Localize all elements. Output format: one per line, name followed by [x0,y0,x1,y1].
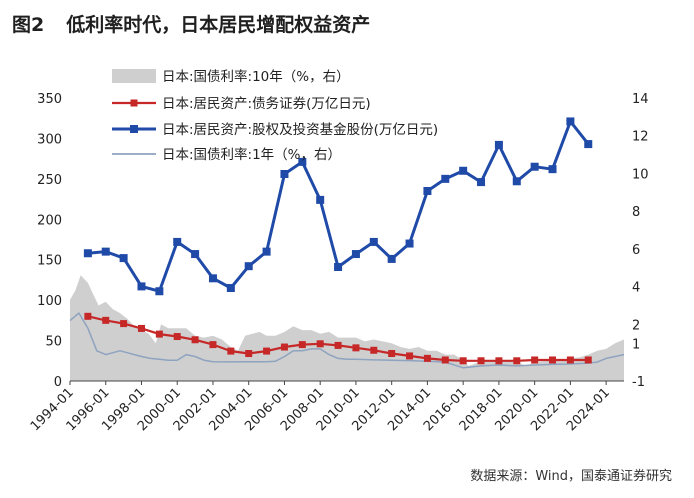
legend-label: 日本:居民资产:股权及投资基金股份(万亿日元) [162,121,438,138]
equity-point [494,140,503,149]
debt-point [423,354,431,362]
legend-marker-debt [130,99,138,107]
legend-marker-equity [130,125,138,133]
equity-point [405,239,414,248]
debt-point [531,356,539,364]
debt-point [191,336,199,344]
debt-point [441,356,449,364]
debt-point [549,356,557,364]
debt-point [334,341,342,349]
equity-point [101,247,110,256]
debt-point [316,340,324,348]
equity-point [226,284,235,293]
debt-point [298,341,306,349]
equity-point [137,282,146,291]
debt-point [495,357,503,365]
y-left-tick-label: 350 [37,92,62,107]
y-left-tick-label: 200 [37,213,62,228]
debt-point [477,357,485,365]
debt-point [84,312,92,320]
equity-point [173,237,182,246]
equity-point [387,254,396,263]
y-right-tick-label: 1 [632,337,640,352]
equity-point [512,177,521,186]
legend-label: 日本:国债利率:1年（%，右） [162,146,341,163]
debt-point [584,356,592,364]
debt-point [513,357,521,365]
equity-point [316,195,325,204]
equity-point [530,162,539,171]
equity-point [262,247,271,256]
equity-point [423,186,432,195]
debt-point [102,316,110,324]
equity-point [244,262,253,271]
equity-point [119,254,128,263]
equity-point [208,274,217,283]
y-right-tick-label: 4 [632,281,640,296]
debt-point [227,347,235,355]
y-right-tick-label: 14 [632,92,649,107]
y-right-tick-label: 8 [632,205,640,220]
legend-label: 日本:居民资产:债务证券(万亿日元) [162,96,371,112]
equity-point [334,262,343,271]
data-source: 数据来源：Wind，国泰通证券研究 [470,469,672,484]
y-left-tick-label: 0 [54,375,62,390]
debt-point [370,346,378,354]
equity-point [459,166,468,175]
y-right-tick-label: 10 [632,167,649,182]
y-left-tick-label: 250 [37,173,62,188]
debt-point [245,350,253,358]
equity-point [477,178,486,187]
debt-point [209,341,217,349]
debt-point [137,324,145,332]
chart-title: 图2 低利率时代，日本居民增配权益资产 [12,10,370,37]
equity-point [369,237,378,246]
figure-number: 图2 [12,14,45,36]
y-right-tick-label: -1 [632,375,645,390]
debt-point [352,344,360,352]
equity-point [280,170,289,179]
equity-point [566,117,575,126]
equity-point [548,165,557,174]
equity-point [584,140,593,149]
equity-point [298,157,307,166]
debt-point [406,352,414,360]
series-area-10y [70,275,624,381]
debt-point [120,320,128,328]
y-right-tick-label: 12 [632,130,649,145]
equity-point [155,287,164,296]
y-left-tick-label: 150 [37,254,62,269]
equity-point [441,174,450,183]
debt-point [459,357,467,365]
debt-point [566,356,574,364]
debt-point [263,347,271,355]
y-right-tick-label: 6 [632,243,640,258]
legend: 日本:国债利率:10年（%，右） 日本:居民资产:债务证券(万亿日元) 日本:居民资… [112,68,438,163]
area-layer [70,275,624,381]
title-text: 低利率时代，日本居民增配权益资产 [66,14,371,36]
debt-point [388,350,396,358]
y-left-tick-label: 50 [45,335,62,350]
equity-point [83,249,92,258]
debt-point [280,343,288,351]
legend-swatch-10y [112,69,156,83]
y-left-tick-label: 300 [37,132,62,147]
legend-label: 日本:国债利率:10年（%，右） [162,68,350,85]
debt-point [155,330,163,338]
y-right-tick-label: 2 [632,318,640,333]
line-layer [69,117,625,369]
series-line-1y [69,312,625,369]
equity-point [351,250,360,259]
equity-point [191,250,200,259]
debt-point [173,333,181,341]
y-left-tick-label: 100 [37,294,62,309]
